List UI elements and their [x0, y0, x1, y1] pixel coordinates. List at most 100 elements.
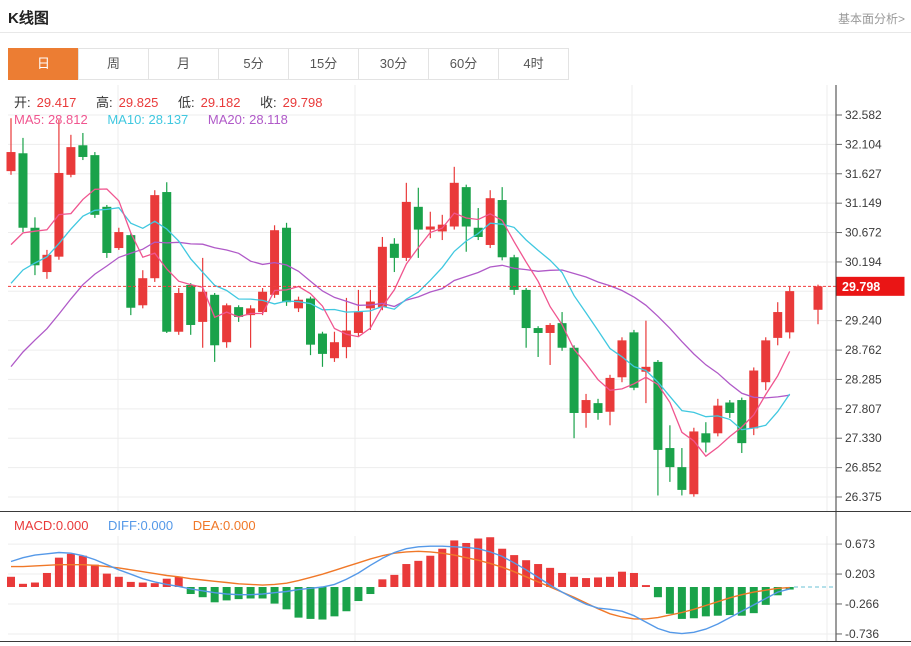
- candle-body: [126, 235, 136, 308]
- candle-body: [557, 323, 567, 348]
- candle-body: [701, 433, 711, 443]
- price-tick-label: 29.240: [845, 314, 882, 328]
- candle-body: [138, 278, 148, 306]
- macd-bar: [138, 582, 147, 587]
- low-value: 29.182: [200, 95, 241, 110]
- macd-bar: [414, 560, 423, 587]
- tab-4时[interactable]: 4时: [498, 48, 569, 80]
- candle-body: [725, 402, 735, 413]
- candle-body: [413, 206, 423, 230]
- candle-body: [617, 340, 627, 378]
- macd-bar: [737, 587, 746, 616]
- macd-bar: [330, 587, 339, 617]
- candle-body: [545, 324, 555, 333]
- dea-value: DEA:0.000: [192, 518, 256, 533]
- candle-body: [473, 227, 483, 237]
- candle-body: [581, 400, 591, 413]
- candle-body: [629, 332, 639, 388]
- ma20-value: MA20: 28.118: [207, 112, 288, 127]
- candle-body: [749, 370, 759, 429]
- macd-bar: [677, 587, 686, 619]
- macd-bar: [66, 553, 75, 587]
- current-price-tag: [836, 276, 905, 296]
- candle-body: [677, 467, 687, 490]
- macd-bar: [462, 542, 471, 587]
- macd-bar: [594, 577, 603, 587]
- price-tick-label: 27.807: [845, 402, 882, 416]
- candle-body: [234, 307, 244, 317]
- macd-legend: MACD:0.000 DIFF:0.000 DEA:0.000: [14, 518, 262, 533]
- candle-body: [329, 342, 339, 359]
- macd-bar: [582, 578, 591, 587]
- macd-bar: [486, 537, 495, 587]
- macd-bar: [7, 576, 15, 587]
- candle-body: [317, 333, 327, 354]
- macd-bar: [749, 587, 758, 614]
- macd-tick-label: 0.673: [845, 537, 875, 551]
- candle-body: [509, 257, 519, 290]
- price-tick-label: 30.194: [845, 255, 882, 269]
- tab-5分[interactable]: 5分: [218, 48, 289, 80]
- macd-bar: [474, 538, 483, 587]
- macd-bar: [606, 576, 614, 587]
- tab-月[interactable]: 月: [148, 48, 219, 80]
- candle-body: [198, 291, 208, 322]
- macd-bar: [378, 579, 387, 587]
- macd-bar: [258, 587, 267, 599]
- macd-bar: [246, 587, 255, 599]
- macd-bar: [641, 585, 650, 587]
- high-value: 29.825: [118, 95, 159, 110]
- macd-bar: [30, 582, 39, 587]
- price-tick-label: 27.330: [845, 431, 882, 445]
- candle-body: [210, 294, 220, 346]
- candle-body: [761, 340, 771, 383]
- candle-body: [294, 299, 304, 309]
- price-tick-label: 26.375: [845, 490, 882, 504]
- candle-body: [341, 330, 351, 348]
- macd-tick-label: -0.266: [845, 597, 879, 611]
- macd-bar: [270, 587, 279, 604]
- ma10-line: [10, 207, 791, 431]
- candle-body: [162, 192, 172, 332]
- fundamental-analysis-link[interactable]: 基本面分析>: [837, 12, 905, 26]
- candle-body: [90, 155, 100, 215]
- candle-body: [425, 226, 435, 230]
- macd-tick-label: 0.203: [845, 567, 875, 581]
- price-tick-label: 32.582: [845, 108, 882, 122]
- macd-bar: [665, 587, 674, 614]
- candle-body: [521, 289, 531, 329]
- tab-日[interactable]: 日: [8, 48, 79, 80]
- candle-body: [30, 227, 40, 266]
- candle-body: [150, 195, 160, 279]
- tab-60分[interactable]: 60分: [428, 48, 499, 80]
- macd-bar: [282, 587, 291, 610]
- current-price-tag-text: 29.798: [842, 280, 880, 294]
- tab-30分[interactable]: 30分: [358, 48, 429, 80]
- candle-body: [306, 298, 315, 345]
- candle-body: [389, 243, 399, 258]
- macd-bar: [426, 555, 435, 587]
- macd-bar: [306, 587, 315, 619]
- candle-body: [785, 291, 795, 333]
- macd-bar: [186, 587, 195, 595]
- page-title: K线图: [8, 10, 49, 27]
- macd-bar: [773, 587, 782, 596]
- macd-bar: [318, 587, 327, 620]
- ma10-value: MA10: 28.137: [107, 112, 189, 127]
- tab-周[interactable]: 周: [78, 48, 149, 80]
- candle-body: [653, 361, 663, 450]
- macd-bar: [162, 578, 171, 587]
- candle-body: [222, 305, 232, 343]
- candle-body: [18, 153, 28, 228]
- macd-bar: [725, 587, 734, 616]
- diff-value: DIFF:0.000: [108, 518, 174, 533]
- open-label: 开:: [14, 95, 31, 110]
- ohlc-legend: 开: 29.417 高: 29.825 低: 29.182 收: 29.798: [14, 92, 328, 111]
- low-label: 低:: [178, 95, 195, 110]
- candle-body: [449, 182, 459, 227]
- candle-body: [66, 147, 76, 175]
- close-value: 29.798: [282, 95, 323, 110]
- tab-15分[interactable]: 15分: [288, 48, 359, 80]
